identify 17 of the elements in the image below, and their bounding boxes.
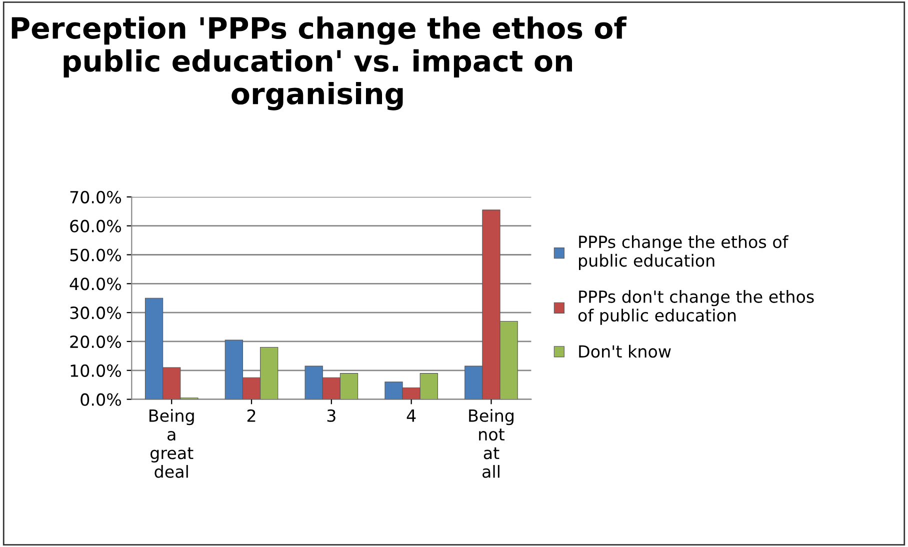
y-tick-label: 10.0%	[70, 364, 122, 377]
legend-label: Don't know	[579, 344, 671, 358]
legend-label: PPPs change the ethos of public education	[579, 235, 789, 270]
legend-label: PPPs don't change the ethos of public education	[578, 290, 814, 325]
y-tick-label: 70.0%	[70, 190, 122, 204]
x-tick-label: 4	[406, 410, 416, 422]
y-tick-label: 40.0%	[70, 278, 122, 290]
chart-title: Perception 'PPPs change the ethos of public education' vs. impact on organising	[12, 16, 627, 110]
x-tick-label: Being not at all	[469, 409, 514, 478]
y-tick-label: 30.0%	[70, 306, 122, 320]
y-tick-label: 60.0%	[70, 220, 122, 232]
x-tick-label: 2	[247, 409, 256, 422]
y-tick-label: 50.0%	[70, 248, 122, 262]
x-tick-label: 3	[327, 409, 336, 422]
y-tick-label: 20.0%	[70, 335, 122, 348]
x-tick-label: Being a great deal	[150, 409, 194, 478]
y-tick-label: 0.0%	[80, 393, 122, 406]
